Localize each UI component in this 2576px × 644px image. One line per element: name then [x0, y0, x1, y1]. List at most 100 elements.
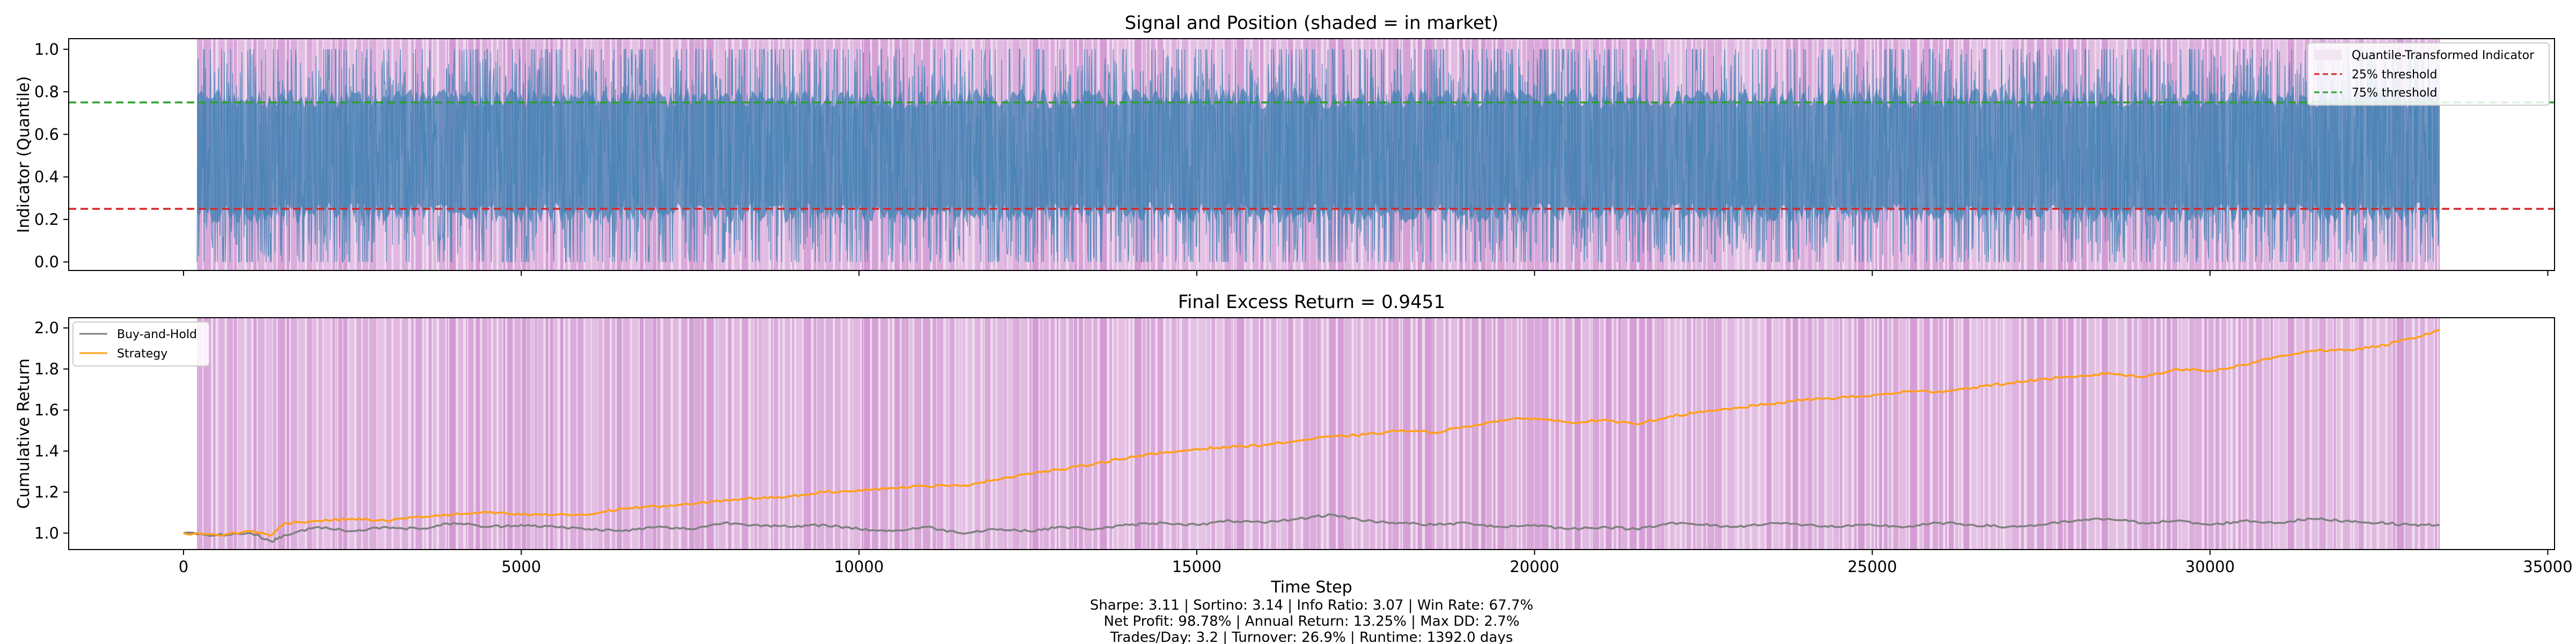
- shade-stripe-bottom: [273, 318, 276, 550]
- threshold-lines: [69, 101, 2555, 210]
- shade-stripe-bottom: [2343, 318, 2350, 550]
- shade-stripe-bottom: [1723, 318, 1726, 550]
- shade-stripe-bottom: [1760, 318, 1765, 550]
- shade-stripe-bottom: [1664, 318, 1668, 550]
- shade-stripe-bottom: [1745, 318, 1750, 550]
- shade-stripe-bottom: [1670, 318, 1675, 550]
- shade-stripe-bottom: [2139, 318, 2141, 550]
- shade-stripe-bottom: [923, 318, 931, 550]
- shade-stripe-bottom: [1323, 318, 1327, 550]
- shade-stripe-bottom: [2000, 318, 2003, 550]
- shade-stripe-bottom: [1629, 318, 1637, 550]
- shade-stripe-bottom: [482, 318, 488, 550]
- shade-stripe-bottom: [2351, 318, 2353, 550]
- shade-stripe-bottom: [1646, 318, 1652, 550]
- shade-stripe-bottom: [1344, 318, 1352, 550]
- shade-stripe-bottom: [234, 318, 237, 550]
- shade-stripe-bottom: [640, 318, 644, 550]
- shade-stripe-bottom: [307, 318, 312, 550]
- shade-stripe-bottom: [715, 318, 718, 550]
- stats-line-3: Trades/Day: 3.2 | Turnover: 26.9% | Runt…: [1110, 630, 1513, 644]
- shade-stripe-bottom: [318, 318, 323, 550]
- shade-stripe-bottom: [1079, 318, 1084, 550]
- shade-stripe-bottom: [1217, 318, 1223, 550]
- shade-stripe-bottom: [1043, 318, 1049, 550]
- shade-stripe-bottom: [1172, 318, 1177, 550]
- shade-stripe-bottom: [1613, 318, 1616, 550]
- shade-stripe-bottom: [1236, 318, 1245, 550]
- shade-stripe-bottom: [1959, 318, 1962, 550]
- signal-title: Signal and Position (shaded = in market): [1125, 12, 1499, 34]
- return-title: Final Excess Return = 0.9451: [1178, 291, 1445, 313]
- shade-stripe-bottom: [1004, 318, 1007, 550]
- y-tick-label: 1.8: [34, 360, 59, 378]
- shade-stripe-bottom: [2194, 318, 2202, 550]
- shade-stripe-bottom: [218, 318, 225, 550]
- y-tick-label: 1.4: [34, 442, 59, 460]
- shade-stripe-bottom: [507, 318, 513, 550]
- shade-stripe-bottom: [719, 318, 726, 550]
- shade-stripe-bottom: [1522, 318, 1526, 550]
- shade-stripe-bottom: [1157, 318, 1163, 550]
- shade-stripe-bottom: [1560, 318, 1563, 550]
- shade-stripe-bottom: [1818, 318, 1825, 550]
- shade-stripe-bottom: [673, 318, 679, 550]
- shade-stripe-bottom: [1073, 318, 1078, 550]
- shade-stripe-bottom: [393, 318, 400, 550]
- shade-stripe-bottom: [763, 318, 769, 550]
- return-plot-frame: [68, 317, 2555, 550]
- shade-stripe-bottom: [751, 318, 754, 550]
- shade-stripe-bottom: [1593, 318, 1599, 550]
- shade-stripe-bottom: [1780, 318, 1783, 550]
- legend-label-75-threshold: 75% threshold: [2352, 86, 2438, 100]
- shade-stripe-bottom: [2063, 318, 2066, 550]
- shade-stripe-bottom: [956, 318, 958, 550]
- shade-stripe-bottom: [550, 318, 553, 550]
- shade-stripe-bottom: [689, 318, 694, 550]
- shade-stripe-bottom: [842, 318, 848, 550]
- x-tick-label: 20000: [1510, 558, 1559, 576]
- shade-stripe-bottom: [959, 318, 962, 550]
- shade-stripe-bottom: [1919, 318, 1923, 550]
- shade-stripe-bottom: [2354, 318, 2359, 550]
- shade-stripe-bottom: [522, 318, 526, 550]
- shade-stripe-bottom: [780, 318, 782, 550]
- shade-stripe-bottom: [1707, 318, 1714, 550]
- shade-stripe-bottom: [1118, 318, 1125, 550]
- shade-stripe-bottom: [377, 318, 384, 550]
- shade-stripe-bottom: [237, 318, 245, 550]
- legend-label-buy-and-hold: Buy-and-Hold: [117, 328, 197, 341]
- shade-stripe-bottom: [287, 318, 290, 550]
- shade-stripe-bottom: [773, 318, 779, 550]
- x-tick-label: 10000: [835, 558, 884, 576]
- shade-stripe-bottom: [1050, 318, 1055, 550]
- shade-stripe-bottom: [993, 318, 996, 550]
- shade-stripe-bottom: [247, 318, 251, 550]
- shade-stripe-bottom: [258, 318, 265, 550]
- shade-stripe-bottom: [1899, 318, 1906, 550]
- shade-stripe-bottom: [813, 318, 817, 550]
- shade-stripe-bottom: [872, 318, 879, 550]
- shade-stripe-bottom: [2228, 318, 2230, 550]
- y-tick-label: 0.6: [34, 125, 59, 143]
- shade-stripe-bottom: [1739, 318, 1743, 550]
- shade-stripe-bottom: [2274, 318, 2279, 550]
- shade-stripe-bottom: [835, 318, 841, 550]
- shade-stripe-bottom: [2005, 318, 2012, 550]
- shade-stripe-bottom: [728, 318, 731, 550]
- shade-stripe-bottom: [2392, 318, 2396, 550]
- in-market-shading-bottom: [197, 318, 2440, 550]
- shade-stripe-bottom: [1190, 318, 1197, 550]
- stats-line-2: Net Profit: 98.78% | Annual Return: 13.2…: [1104, 613, 1520, 630]
- shade-stripe-bottom: [937, 318, 939, 550]
- shade-stripe-bottom: [226, 318, 233, 550]
- shade-stripe-bottom: [1871, 318, 1874, 550]
- shade-stripe-bottom: [1512, 318, 1517, 550]
- shade-stripe-bottom: [1805, 318, 1807, 550]
- shade-stripe-bottom: [1084, 318, 1092, 550]
- shade-stripe-bottom: [2037, 318, 2044, 550]
- shade-stripe-bottom: [1639, 318, 1645, 550]
- shade-stripe-bottom: [2058, 318, 2063, 550]
- shade-stripe-bottom: [2438, 318, 2440, 550]
- shade-stripe-bottom: [1069, 318, 1073, 550]
